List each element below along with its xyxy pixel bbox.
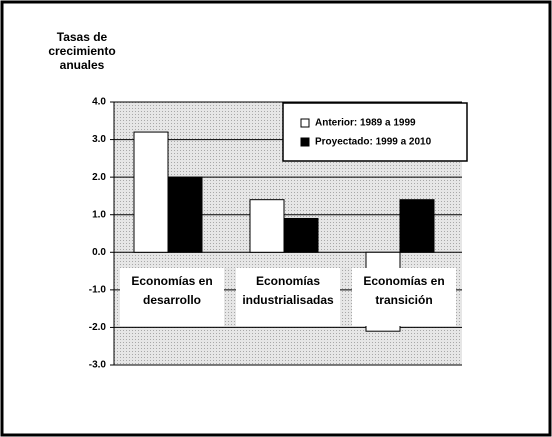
- y-tick-label: 0.0: [92, 247, 106, 258]
- y-tick-label: 3.0: [92, 134, 106, 145]
- y-tick-label: -3.0: [89, 360, 107, 371]
- y-tick-label: 2.0: [92, 172, 106, 183]
- y-tick-label: 4.0: [92, 97, 106, 108]
- bar: [133, 131, 169, 253]
- legend-label: Proyectado: 1999 a 2010: [315, 137, 432, 148]
- y-tick-label: 1.0: [92, 209, 106, 220]
- x-tick-label: Economías industrialisadas: [236, 268, 340, 327]
- x-tick-label: Economías en transición: [352, 268, 456, 327]
- y-axis-title: Tasas de crecimiento anuales: [48, 30, 116, 72]
- y-tick-label: -2.0: [89, 322, 107, 333]
- legend-box: [282, 102, 468, 162]
- bar: [283, 217, 319, 253]
- legend-swatch: [300, 118, 310, 128]
- x-tick-label: Economías en desarrollo: [120, 268, 224, 327]
- bar: [167, 176, 203, 253]
- bar: [249, 199, 285, 253]
- legend-swatch: [300, 137, 310, 147]
- legend-label: Anterior: 1989 a 1999: [315, 118, 416, 129]
- y-tick-label: -1.0: [89, 284, 107, 295]
- bar: [399, 199, 435, 253]
